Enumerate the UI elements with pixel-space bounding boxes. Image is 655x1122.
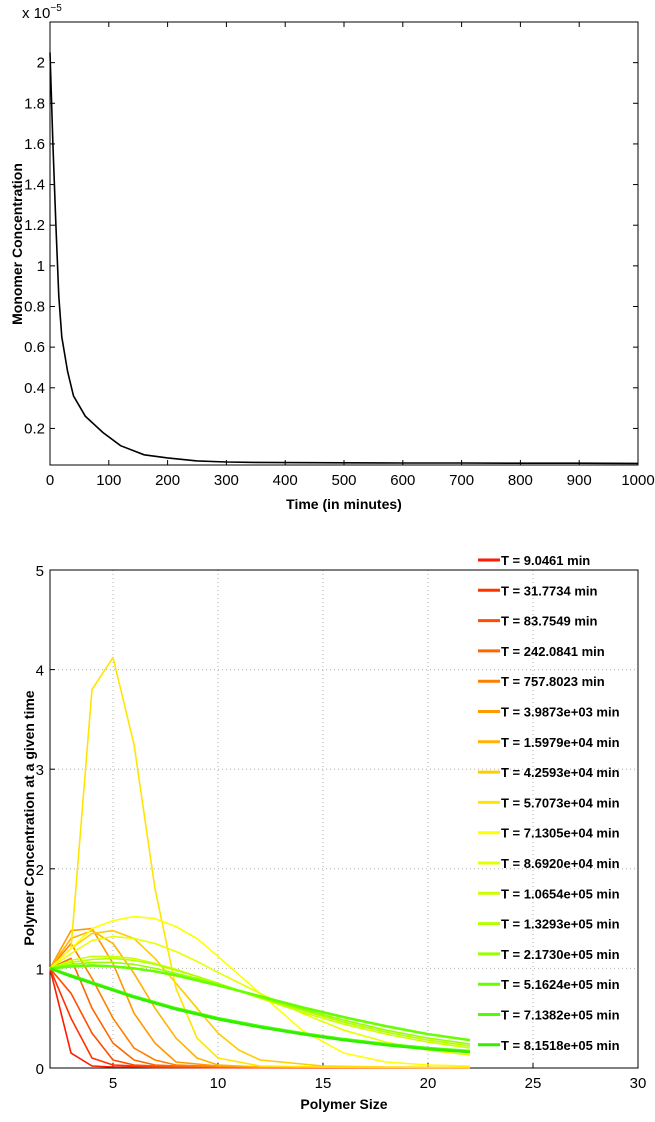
series-line-15 <box>49 964 471 1042</box>
legend-label: T = 5.7073e+04 min <box>501 795 620 810</box>
monomer-y-axis-label: Monomer Concentration <box>9 163 25 325</box>
legend-entry: T = 242.0841 min <box>478 644 605 659</box>
legend-entry: T = 4.2593e+04 min <box>478 765 620 780</box>
legend-entry: T = 83.7549 min <box>478 614 598 629</box>
legend-label: T = 5.1624e+05 min <box>501 977 620 992</box>
y-tick-label: 0.2 <box>24 420 45 437</box>
y-tick-label: 0.4 <box>24 380 45 397</box>
legend-label: T = 9.0461 min <box>501 553 590 568</box>
series-line-10 <box>49 915 471 1067</box>
x-tick-label: 900 <box>567 472 592 489</box>
legend-label: T = 7.1382e+05 min <box>501 1008 620 1023</box>
legend-entry: T = 5.7073e+04 min <box>478 795 620 810</box>
x-tick-label: 25 <box>525 1075 542 1092</box>
x-tick-label: 700 <box>449 472 474 489</box>
legend: T = 9.0461 min T = 31.7734 min T = 83.7549… <box>478 553 620 1053</box>
x-tick-label: 5 <box>109 1075 117 1092</box>
legend-label: T = 3.9873e+03 min <box>501 705 620 720</box>
x-tick-label: 15 <box>315 1075 332 1092</box>
y-tick-label: 0 <box>36 1061 44 1078</box>
y-tick-label: 1.6 <box>24 136 45 153</box>
legend-label: T = 1.5979e+04 min <box>501 735 620 750</box>
y-tick-label: 2 <box>36 862 44 879</box>
series-line-9 <box>49 656 470 1069</box>
legend-entry: T = 2.1730e+05 min <box>478 947 620 962</box>
x-tick-label: 10 <box>210 1075 227 1092</box>
legend-entry: T = 757.8023 min <box>478 674 605 689</box>
legend-label: T = 2.1730e+05 min <box>501 947 620 962</box>
legend-entry: T = 8.1518e+05 min <box>478 1038 620 1053</box>
series-line-13 <box>49 957 471 1047</box>
x-tick-label: 1000 <box>621 472 654 489</box>
x-tick-label: 20 <box>420 1075 437 1092</box>
x-tick-label: 30 <box>630 1075 647 1092</box>
series-line-17 <box>49 967 471 1054</box>
legend-entry: T = 8.6920e+04 min <box>478 856 620 871</box>
y-tick-label: 4 <box>36 663 44 680</box>
y-tick-label: 3 <box>36 762 44 779</box>
legend-entry: T = 31.7734 min <box>478 583 598 598</box>
y-tick-label: 5 <box>36 563 44 580</box>
legend-entry: T = 9.0461 min <box>478 553 590 568</box>
y-exponent-power: −5 <box>50 3 62 14</box>
y-tick-label: 1 <box>37 258 45 275</box>
legend-label: T = 1.0654e+05 min <box>501 886 620 901</box>
legend-entry: T = 5.1624e+05 min <box>478 977 620 992</box>
legend-label: T = 1.3293e+05 min <box>501 917 620 932</box>
y-tick-label: 1.2 <box>24 217 45 234</box>
x-tick-label: 200 <box>155 472 180 489</box>
x-tick-label: 300 <box>214 472 239 489</box>
x-tick-label: 100 <box>96 472 121 489</box>
legend-label: T = 7.1305e+04 min <box>501 826 620 841</box>
polymer-chart: 0 1 2 3 4 5 5 10 15 20 25 30 T = 9.0461 min T = 31.… <box>21 553 646 1112</box>
monomer-plot-frame <box>49 21 639 466</box>
x-tick-label: 0 <box>46 472 54 489</box>
monomer-series-line <box>49 52 639 465</box>
y-tick-label: 1.4 <box>24 177 45 194</box>
y-tick-label: 0.8 <box>24 298 45 315</box>
series-line-11 <box>49 935 471 1056</box>
legend-entry: T = 1.0654e+05 min <box>478 886 620 901</box>
y-exponent-label: x 10−5 <box>22 3 62 22</box>
x-tick-label: 500 <box>331 472 356 489</box>
polymer-x-axis-label: Polymer Size <box>300 1096 387 1112</box>
legend-label: T = 31.7734 min <box>501 583 598 598</box>
legend-label: T = 83.7549 min <box>501 614 598 629</box>
y-tick-label: 2 <box>37 55 45 72</box>
monomer-chart: 0.2 0.4 0.6 0.8 1 1.2 1.4 1.6 1.8 2 0 100 200 300 400… <box>9 3 655 512</box>
legend-entry: T = 7.1305e+04 min <box>478 826 620 841</box>
legend-label: T = 8.6920e+04 min <box>501 856 620 871</box>
legend-label: T = 8.1518e+05 min <box>501 1038 620 1053</box>
series-line-14 <box>49 961 471 1045</box>
legend-entry: T = 7.1382e+05 min <box>478 1008 620 1023</box>
x-tick-label: 800 <box>508 472 533 489</box>
monomer-x-axis-label: Time (in minutes) <box>286 496 402 512</box>
x-tick-label: 400 <box>273 472 298 489</box>
y-tick-label: 0.6 <box>24 339 45 356</box>
legend-label: T = 757.8023 min <box>501 674 605 689</box>
y-tick-label: 1 <box>36 961 44 978</box>
legend-entry: T = 1.3293e+05 min <box>478 917 620 932</box>
legend-entry: T = 1.5979e+04 min <box>478 735 620 750</box>
polymer-y-axis-label: Polymer Concentration at a given time <box>21 690 37 945</box>
x-tick-label: 600 <box>390 472 415 489</box>
y-tick-label: 1.8 <box>24 95 45 112</box>
legend-label: T = 242.0841 min <box>501 644 605 659</box>
legend-entry: T = 3.9873e+03 min <box>478 705 620 720</box>
legend-label: T = 4.2593e+04 min <box>501 765 620 780</box>
